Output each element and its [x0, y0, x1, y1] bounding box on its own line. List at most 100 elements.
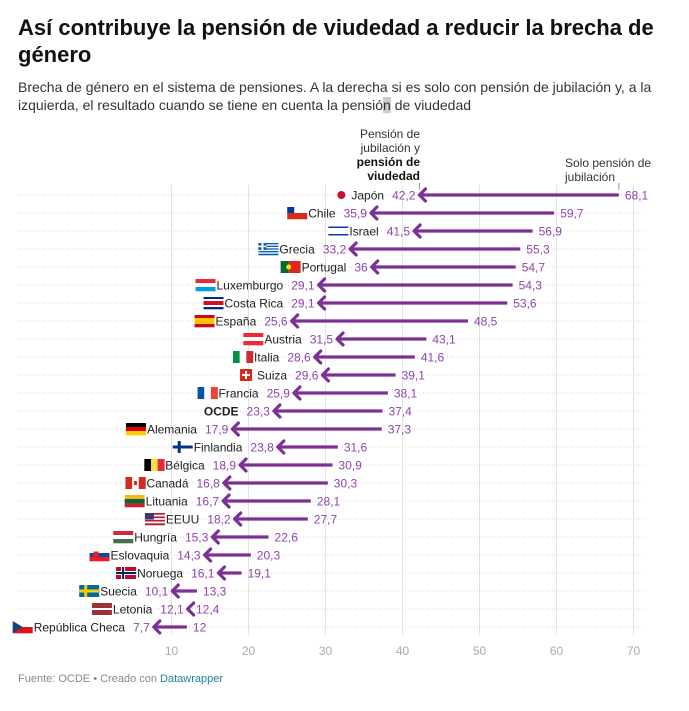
- x-tick-label: 20: [242, 644, 256, 658]
- value-label-only-retirement: 28,1: [317, 495, 341, 509]
- country-label: Letonia: [113, 603, 153, 617]
- flag-cz-icon: [12, 621, 33, 634]
- arrow-head: [233, 511, 243, 527]
- subtitle-text: Brecha de género en el sistema de pensio…: [18, 79, 652, 113]
- arrow-head: [316, 277, 327, 293]
- value-label-only-retirement: 37,3: [388, 423, 412, 437]
- arrow-head: [292, 385, 302, 401]
- x-tick-label: 10: [165, 644, 179, 658]
- value-label-only-retirement: 39,1: [402, 369, 426, 383]
- chart-subtitle: Brecha de género en el sistema de pensio…: [18, 78, 678, 114]
- annotation-line: Solo pensión de: [565, 156, 652, 170]
- value-label-with-widow: 10,1: [145, 585, 169, 599]
- annotation-line-bold: pensión de: [356, 155, 420, 169]
- arrow-head: [170, 583, 180, 599]
- country-label: Grecia: [279, 243, 315, 257]
- value-label-only-retirement: 20,3: [257, 549, 281, 563]
- value-label-with-widow: 35,9: [344, 207, 368, 221]
- country-label: Francia: [219, 387, 259, 401]
- flag-il-icon: [328, 225, 349, 237]
- flag-hu-icon: [113, 531, 134, 544]
- value-label-only-retirement: 43,1: [432, 333, 456, 347]
- flag-gr-icon: [258, 243, 279, 256]
- x-tick-label: 60: [550, 644, 564, 658]
- value-label-with-widow: 25,6: [264, 315, 288, 329]
- flag-fi-icon: [172, 441, 193, 453]
- country-label: Suiza: [257, 369, 287, 383]
- value-label-with-widow: 25,9: [267, 387, 291, 401]
- value-label-only-retirement: 38,1: [394, 387, 418, 401]
- value-label-with-widow: 16,7: [196, 495, 220, 509]
- country-label: Suecia: [100, 585, 137, 599]
- flag-us-icon: [144, 513, 165, 526]
- country-label: Austria: [264, 333, 302, 347]
- value-label-only-retirement: 59,7: [560, 207, 584, 221]
- value-label-only-retirement: 19,1: [248, 567, 272, 581]
- arrow-head: [370, 259, 380, 275]
- flag-cr-icon: [203, 297, 224, 310]
- value-label-only-retirement: 54,3: [519, 279, 543, 293]
- country-label: OCDE: [204, 405, 239, 419]
- footer: Fuente: OCDE • Creado con Datawrapper: [18, 673, 223, 685]
- flag-ca-icon: [125, 477, 146, 489]
- flag-at-icon: [243, 333, 264, 346]
- value-label-only-retirement: 27,7: [314, 513, 338, 527]
- arrow-head: [335, 331, 345, 347]
- value-label-with-widow: 29,1: [291, 297, 315, 311]
- datawrapper-link[interactable]: Datawrapper: [160, 673, 224, 685]
- annotation-line-bold: viudedad: [367, 169, 420, 183]
- value-label-with-widow: 23,3: [247, 405, 271, 419]
- value-label-only-retirement: 30,9: [338, 459, 362, 473]
- country-label: EEUU: [166, 513, 199, 527]
- country-label: Costa Rica: [225, 297, 284, 311]
- country-label: Italia: [254, 351, 280, 365]
- country-label: Noruega: [137, 567, 183, 581]
- x-tick-label: 30: [319, 644, 333, 658]
- value-label-with-widow: 28,6: [287, 351, 311, 365]
- value-label-with-widow: 16,8: [197, 477, 221, 491]
- arrow-head: [222, 475, 232, 491]
- flag-sk-icon: [89, 549, 110, 562]
- arrow-head: [412, 223, 422, 239]
- arrow-head: [320, 367, 331, 383]
- value-label-only-retirement: 22,6: [275, 531, 299, 545]
- country-label: Finlandia: [194, 441, 243, 455]
- value-label-with-widow: 31,5: [310, 333, 334, 347]
- arrow-head: [276, 439, 286, 455]
- flag-lt-icon: [124, 495, 145, 508]
- flag-be-icon: [144, 459, 165, 471]
- value-label-only-retirement: 48,5: [474, 315, 498, 329]
- arrow-head: [272, 403, 282, 419]
- country-label: Israel: [349, 225, 378, 239]
- value-label-only-retirement: 13,3: [203, 585, 227, 599]
- value-label-with-widow: 7,7: [133, 621, 150, 635]
- annotation-line: Pensión de: [359, 127, 420, 141]
- value-label-with-widow: 29,6: [295, 369, 319, 383]
- country-label: Canadá: [146, 477, 188, 491]
- value-label-only-retirement: 41,6: [421, 351, 445, 365]
- value-label-with-widow: 17,9: [205, 423, 229, 437]
- annotation-line: jubilación: [565, 170, 616, 184]
- value-label-only-retirement: 12,4: [196, 603, 220, 617]
- value-label-only-retirement: 37,4: [388, 405, 412, 419]
- flag-ch-icon: [240, 369, 253, 381]
- x-tick-label: 50: [473, 644, 487, 658]
- arrow-head: [186, 601, 196, 617]
- country-label: Hungría: [134, 531, 177, 545]
- arrow-head: [221, 493, 231, 509]
- country-label: Alemania: [147, 423, 197, 437]
- flag-de-icon: [125, 423, 146, 436]
- arrow-head: [313, 349, 323, 365]
- country-label: República Checa: [34, 621, 126, 635]
- flag-cl-icon: [287, 207, 308, 220]
- flag-no-icon: [116, 567, 137, 579]
- arrow-head: [230, 421, 240, 437]
- country-label: Chile: [308, 207, 336, 221]
- annotation-line: jubilación y: [360, 141, 420, 155]
- country-label: Bélgica: [165, 459, 205, 473]
- value-label-only-retirement: 12: [193, 621, 207, 635]
- value-label-with-widow: 42,2: [392, 189, 416, 203]
- value-label-only-retirement: 54,7: [522, 261, 546, 275]
- value-label-with-widow: 12,1: [160, 603, 184, 617]
